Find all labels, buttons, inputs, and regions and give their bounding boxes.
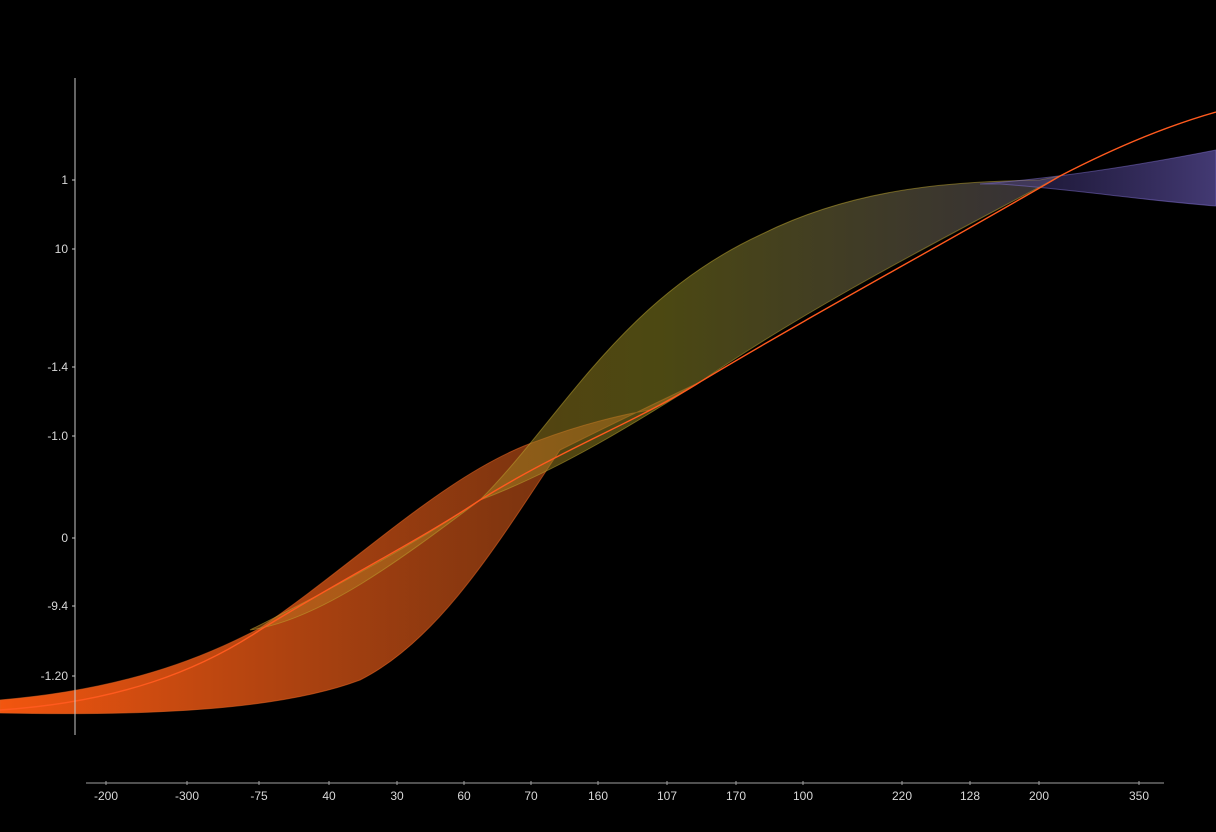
ribbon-purple — [979, 149, 1216, 207]
y-tick-label: -9.4 — [47, 599, 68, 613]
x-tick-label: 107 — [657, 789, 677, 803]
y-tick-label: 0 — [61, 531, 68, 545]
x-tick-label: -200 — [94, 789, 118, 803]
y-tick-label: -1.4 — [47, 360, 68, 374]
x-tick-label: 200 — [1029, 789, 1049, 803]
x-tick-label: -300 — [175, 789, 199, 803]
x-tick-label: 350 — [1129, 789, 1149, 803]
x-tick-label: 40 — [322, 789, 336, 803]
y-tick-label: 10 — [55, 242, 69, 256]
x-tick-label: 100 — [793, 789, 813, 803]
series-line — [0, 111, 1216, 711]
y-tick-label: 1 — [61, 173, 68, 187]
x-tick-label: -75 — [250, 789, 268, 803]
x-tick-label: 60 — [457, 789, 471, 803]
y-tick-label: -1.0 — [47, 429, 68, 443]
x-tick-label: 70 — [524, 789, 538, 803]
x-tick-label: 160 — [588, 789, 608, 803]
x-tick-label: 220 — [892, 789, 912, 803]
y-tick-label: -1.20 — [41, 669, 69, 683]
x-tick-label: 128 — [960, 789, 980, 803]
x-tick-label: 170 — [726, 789, 746, 803]
x-tick-label: 30 — [390, 789, 404, 803]
